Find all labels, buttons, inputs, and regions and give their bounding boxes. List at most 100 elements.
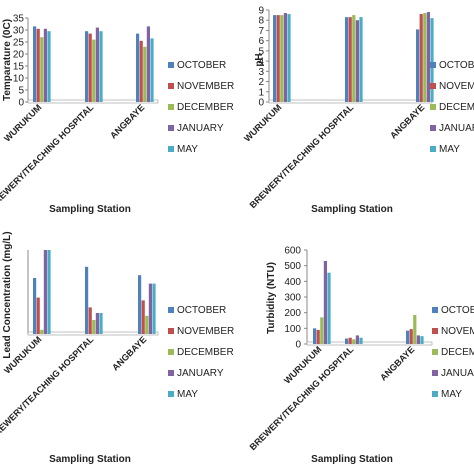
legend-label-december: DECEMBER — [439, 102, 474, 113]
bar-november-3 — [419, 14, 423, 102]
category-label: WURUKUM — [242, 102, 283, 143]
category-label: ANGBAYE — [388, 102, 426, 140]
category-label: BREWERY/TEACHING HOSPITAL — [0, 102, 96, 210]
bar-october-2 — [85, 266, 89, 334]
bar-november-2 — [88, 33, 92, 102]
bar-december-3 — [143, 46, 147, 102]
bar-may-3 — [150, 38, 154, 102]
y-tick-label: 10 — [13, 74, 25, 85]
legend-swatch-december — [430, 104, 436, 110]
legend-swatch-october — [168, 307, 174, 313]
bar-december-2 — [92, 320, 96, 334]
y-axis-label: Temparature (0C) — [2, 19, 13, 101]
y-tick-label: 20 — [13, 50, 25, 61]
legend-swatch-january — [168, 370, 174, 376]
y-tick-label: 0 — [295, 340, 301, 351]
legend-label-december: DECEMBER — [441, 347, 474, 358]
bar-may-2 — [359, 17, 363, 102]
y-tick-label: 7 — [258, 26, 264, 37]
bar-january-3 — [426, 12, 430, 103]
legend-label-may: MAY — [177, 144, 198, 155]
legend-swatch-november — [430, 83, 436, 89]
bar-october-2 — [345, 338, 349, 344]
legend-label-may: MAY — [177, 389, 198, 400]
bar-december-2 — [92, 39, 96, 102]
bar-january-1 — [283, 13, 287, 103]
y-tick-label: 15 — [13, 62, 25, 73]
y-axis-label: Turbidity (NTU) — [266, 262, 277, 334]
y-tick-label: 3 — [258, 67, 264, 78]
bar-december-3 — [145, 315, 149, 334]
y-tick-label: 2 — [258, 77, 264, 88]
bar-january-3 — [148, 283, 152, 334]
legend-swatch-may — [168, 146, 174, 152]
bar-may-1 — [327, 272, 331, 344]
x-axis-label: Sampling Station — [49, 204, 131, 215]
bar-may-1 — [287, 14, 291, 102]
legend-swatch-october — [432, 307, 438, 313]
legend-swatch-october — [168, 62, 174, 68]
legend-swatch-december — [168, 104, 174, 110]
y-tick-label: 200 — [284, 308, 301, 319]
legend-swatch-january — [432, 370, 438, 376]
y-axis-label: pH — [254, 53, 265, 66]
y-tick-label: 9 — [258, 6, 264, 17]
legend-swatch-november — [432, 328, 438, 334]
legend-label-december: DECEMBER — [177, 347, 234, 358]
legend-label-november: NOVEMBER — [441, 326, 474, 337]
legend-label-january: JANUARY — [177, 368, 224, 379]
bar-january-2 — [95, 27, 99, 103]
legend-label-october: OCTOBER — [177, 60, 226, 71]
y-tick-label: 35 — [13, 14, 25, 25]
y-tick-label: 0 — [18, 98, 24, 109]
bar-may-3 — [420, 336, 424, 344]
y-tick-label: 25 — [13, 38, 25, 49]
y-tick-label: 6 — [258, 36, 264, 47]
bar-may-1 — [47, 31, 51, 103]
bar-october-1 — [33, 26, 37, 102]
legend-label-january: JANUARY — [177, 123, 224, 134]
chart-panel-4: 0100200300400500600WURUKUMBREWERY/TEACHI… — [248, 246, 474, 466]
bar-october-3 — [136, 33, 140, 102]
legend-label-november: NOVEMBER — [177, 81, 234, 92]
category-label: WURUKUM — [2, 102, 43, 143]
legend-label-october: OCTOBER — [177, 305, 226, 316]
bar-october-3 — [406, 330, 410, 344]
bar-may-2 — [99, 313, 103, 334]
legend-swatch-december — [432, 349, 438, 355]
legend-swatch-may — [432, 391, 438, 397]
y-tick-label: 8 — [258, 16, 264, 27]
bar-november-3 — [409, 329, 413, 344]
y-tick-label: 0 — [258, 98, 264, 109]
legend-swatch-january — [430, 125, 436, 131]
bar-january-3 — [416, 335, 420, 344]
legend-label-october: OCTOBER — [439, 60, 474, 71]
bar-may-1 — [47, 250, 51, 334]
x-axis-label: Sampling Station — [49, 454, 131, 465]
y-axis-label: Lead Concentration (mg/L) — [2, 231, 13, 358]
bar-may-2 — [359, 337, 363, 344]
y-tick-label: 5 — [18, 86, 24, 97]
bar-january-2 — [355, 20, 359, 102]
bar-november-1 — [36, 297, 40, 334]
bar-october-2 — [345, 17, 349, 102]
bar-october-1 — [313, 328, 317, 344]
legend-label-november: NOVEMBER — [177, 326, 234, 337]
bar-january-3 — [146, 26, 150, 102]
bar-december-3 — [413, 315, 417, 344]
category-label: ANGBAYE — [378, 344, 416, 382]
y-tick-label: 300 — [284, 293, 301, 304]
category-label: BREWERY/TEACHING HOSPITAL — [0, 334, 96, 442]
bar-january-1 — [43, 250, 47, 334]
legend-label-december: DECEMBER — [177, 102, 234, 113]
legend-label-may: MAY — [441, 389, 462, 400]
bar-october-1 — [33, 278, 37, 334]
y-tick-label: 5 — [258, 46, 264, 57]
bar-december-1 — [40, 37, 44, 103]
legend-swatch-october — [430, 62, 436, 68]
bar-december-2 — [352, 339, 356, 344]
y-tick-label: 30 — [13, 26, 25, 37]
category-label: ANGBAYE — [108, 102, 146, 140]
bar-december-1 — [320, 317, 324, 344]
